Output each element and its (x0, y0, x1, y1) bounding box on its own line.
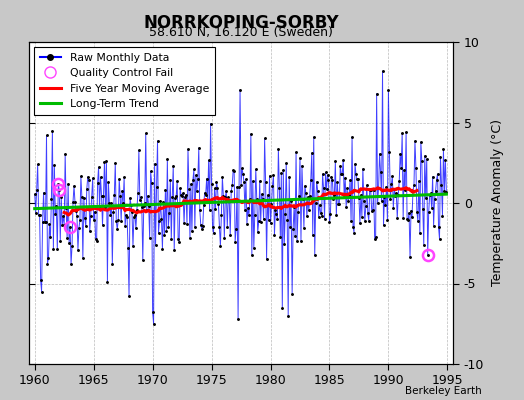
Y-axis label: Temperature Anomaly (°C): Temperature Anomaly (°C) (491, 120, 504, 286)
Legend: Raw Monthly Data, Quality Control Fail, Five Year Moving Average, Long-Term Tren: Raw Monthly Data, Quality Control Fail, … (34, 48, 215, 114)
Text: NORRKOPING-SORBY: NORRKOPING-SORBY (143, 14, 339, 32)
Text: 58.610 N, 16.120 E (Sweden): 58.610 N, 16.120 E (Sweden) (149, 26, 333, 39)
Text: Berkeley Earth: Berkeley Earth (406, 386, 482, 396)
